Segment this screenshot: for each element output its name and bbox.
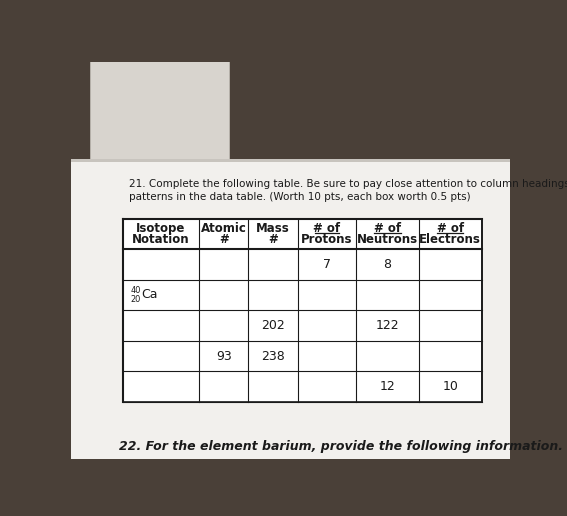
Text: 22. For the element barium, provide the following information.: 22. For the element barium, provide the … xyxy=(119,441,563,454)
Text: 238: 238 xyxy=(261,349,285,363)
Text: Notation: Notation xyxy=(132,233,190,246)
Text: # of: # of xyxy=(314,222,340,235)
Text: 93: 93 xyxy=(216,349,231,363)
Bar xyxy=(71,159,510,162)
Text: # of: # of xyxy=(374,222,401,235)
Text: 10: 10 xyxy=(442,380,458,393)
Bar xyxy=(123,219,481,402)
Text: 21. Complete the following table. Be sure to pay close attention to column headi: 21. Complete the following table. Be sur… xyxy=(129,179,567,202)
Text: Ca: Ca xyxy=(141,288,158,301)
Text: 40: 40 xyxy=(130,286,141,295)
Bar xyxy=(71,159,510,459)
Text: 202: 202 xyxy=(261,319,285,332)
Text: #: # xyxy=(268,233,278,246)
Text: 12: 12 xyxy=(379,380,395,393)
Bar xyxy=(71,62,510,163)
Text: Protons: Protons xyxy=(301,233,353,246)
Text: Electrons: Electrons xyxy=(419,233,481,246)
Text: 122: 122 xyxy=(375,319,399,332)
Text: 8: 8 xyxy=(383,257,391,271)
Text: Mass: Mass xyxy=(256,222,290,235)
Text: Isotope: Isotope xyxy=(136,222,185,235)
Text: #: # xyxy=(219,233,229,246)
FancyBboxPatch shape xyxy=(90,54,230,181)
Text: # of: # of xyxy=(437,222,464,235)
Text: Neutrons: Neutrons xyxy=(357,233,418,246)
Text: Atomic: Atomic xyxy=(201,222,247,235)
Text: 20: 20 xyxy=(130,295,141,304)
Text: 7: 7 xyxy=(323,257,331,271)
